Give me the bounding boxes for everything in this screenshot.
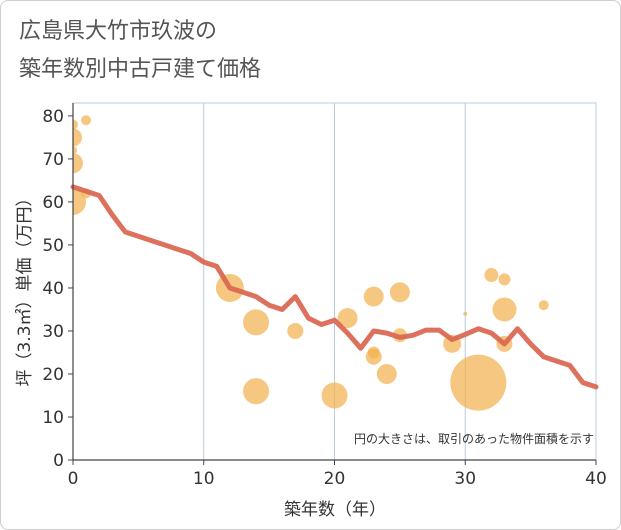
data-bubble bbox=[492, 297, 517, 322]
y-tick-label: 10 bbox=[42, 408, 64, 428]
x-axis-label: 築年数（年） bbox=[284, 500, 386, 520]
bubble-series bbox=[73, 115, 549, 411]
data-bubble bbox=[365, 348, 382, 365]
data-bubble bbox=[73, 153, 83, 174]
data-bubble bbox=[337, 308, 358, 329]
y-tick-label: 20 bbox=[42, 365, 64, 385]
data-bubble bbox=[389, 282, 410, 303]
data-bubble bbox=[363, 286, 384, 307]
y-tick-label: 30 bbox=[42, 322, 64, 342]
y-tick-label: 50 bbox=[42, 236, 64, 256]
y-tick-label: 40 bbox=[42, 279, 64, 299]
data-bubble bbox=[321, 382, 348, 409]
title-line-1: 広島県大竹市玖波の bbox=[19, 19, 218, 44]
data-bubble bbox=[81, 115, 92, 126]
size-note: 円の大きさは、取引のあった物件面積を示す bbox=[354, 431, 594, 446]
y-tick-label: 60 bbox=[42, 193, 64, 213]
x-tick-label: 20 bbox=[324, 469, 346, 489]
data-bubble bbox=[243, 378, 270, 405]
data-bubble bbox=[243, 309, 270, 336]
axes: 0 10 20 30 40 50 60 70 80 0 10 20 30 40 bbox=[42, 103, 607, 489]
chart-title: 広島県大竹市玖波の築年数別中古戸建て価格 bbox=[19, 13, 261, 89]
data-bubble bbox=[463, 311, 468, 316]
data-bubble bbox=[287, 322, 304, 339]
x-tick-label: 0 bbox=[68, 469, 79, 489]
average-line-series bbox=[70, 184, 599, 390]
y-axis-label: 坪（3.3㎡）単価（万円） bbox=[15, 189, 35, 386]
data-bubble bbox=[73, 128, 82, 147]
data-bubble bbox=[538, 300, 549, 311]
data-bubble bbox=[484, 268, 499, 283]
data-bubble bbox=[73, 119, 78, 130]
title-line-2: 築年数別中古戸建て価格 bbox=[19, 57, 262, 82]
data-bubble bbox=[450, 354, 507, 411]
data-bubble bbox=[73, 146, 77, 155]
y-tick-label: 80 bbox=[42, 107, 64, 127]
data-bubble bbox=[498, 273, 511, 286]
x-tick-label: 10 bbox=[193, 469, 215, 489]
data-bubble bbox=[376, 363, 397, 384]
x-tick-label: 40 bbox=[585, 469, 607, 489]
y-tick-label: 70 bbox=[42, 150, 64, 170]
x-tick-label: 30 bbox=[454, 469, 476, 489]
average-price-line bbox=[70, 184, 599, 390]
y-tick-label: 0 bbox=[53, 451, 64, 471]
